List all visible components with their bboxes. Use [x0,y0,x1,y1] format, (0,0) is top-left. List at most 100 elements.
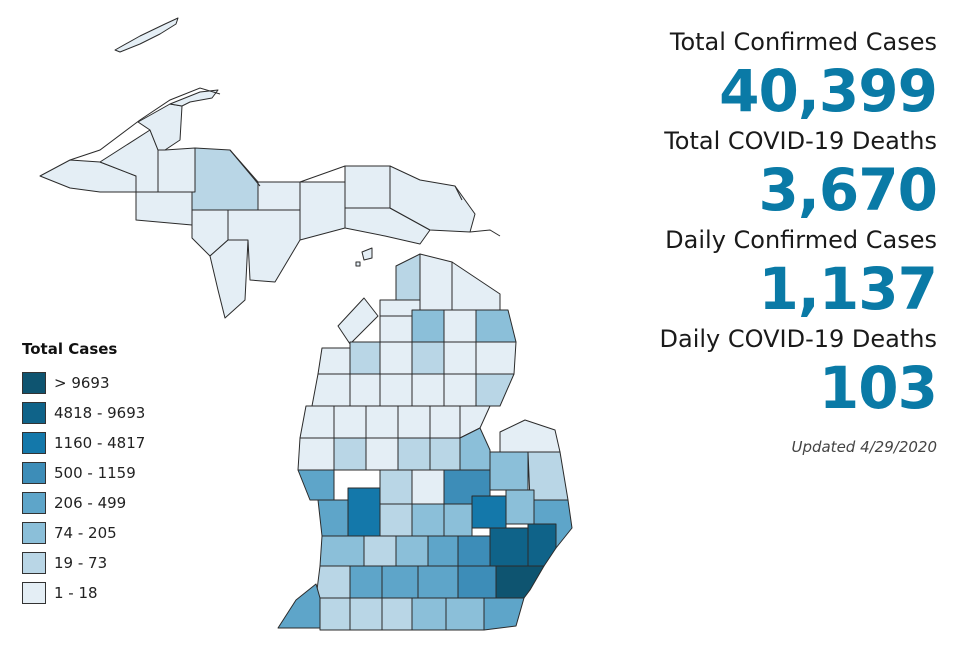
county-crawford[interactable] [411,341,445,375]
county-iosco[interactable] [475,373,515,407]
county-montcalm[interactable] [379,469,413,505]
daily-cases-label: Daily Confirmed Cases [665,226,937,254]
stats-panel: Total Confirmed Cases 40,399 Total COVID… [637,28,938,456]
county-gladwin[interactable] [429,405,461,439]
county-hillsdale[interactable] [411,597,447,631]
county-ogemaw[interactable] [443,373,477,407]
county-jackson[interactable] [417,565,459,599]
michigan-county-map [39,17,573,631]
county-kalkaska[interactable] [379,341,413,375]
county-van-buren[interactable] [315,565,351,599]
county-oakland[interactable] [489,527,529,567]
county-chippewa[interactable] [389,165,476,233]
county-leelanau[interactable] [337,297,379,345]
legend-label: 206 - 499 [54,494,127,512]
county-gratiot[interactable] [411,469,445,505]
county-benzie[interactable] [317,347,351,375]
county-oscoda[interactable] [443,341,477,375]
county-keweenaw[interactable] [169,89,219,107]
county-cheboygan[interactable] [419,253,453,311]
legend-item: 19 - 73 [22,548,222,578]
county-kent[interactable] [347,487,381,537]
county-montmorency[interactable] [443,309,477,343]
county-iron[interactable] [135,191,193,226]
county-manistee[interactable] [311,373,351,407]
county-menominee[interactable] [209,239,249,319]
county-ionia[interactable] [379,503,413,537]
total-confirmed-value: 40,399 [719,57,938,125]
county-midland[interactable] [429,437,461,471]
county-osceola[interactable] [365,405,399,439]
county-eaton[interactable] [395,535,429,567]
county-luce[interactable] [344,165,391,209]
legend-label: 19 - 73 [54,554,108,572]
legend-label: 74 - 205 [54,524,117,542]
county-mecosta[interactable] [365,437,399,471]
county-lapeer[interactable] [505,489,535,525]
total-deaths-value: 3,670 [758,156,938,224]
county-muskegon[interactable] [297,469,335,501]
county-shiawassee[interactable] [443,503,473,537]
county-berrien[interactable] [277,583,321,629]
county-ingham[interactable] [427,535,459,567]
county-livingston[interactable] [457,535,491,567]
county-antrim[interactable] [379,315,413,343]
county-presque-isle[interactable] [451,261,501,311]
county-monroe[interactable] [483,597,525,631]
legend-item: 74 - 205 [22,518,222,548]
county-grand-traverse[interactable] [349,341,381,375]
county-barry[interactable] [363,535,397,567]
county-missaukee[interactable] [379,373,413,407]
county-isabella[interactable] [397,437,431,471]
county-cass[interactable] [319,597,351,631]
legend-item: 206 - 499 [22,488,222,518]
county-genesee[interactable] [471,495,507,529]
map-legend: Total Cases > 9693 4818 - 9693 1160 - 4817… [22,340,222,608]
legend-title: Total Cases [22,340,118,358]
upper-peninsula [39,87,501,319]
county-oceana[interactable] [297,437,335,471]
county-north-manitou[interactable] [355,261,361,267]
legend-swatch [22,522,46,544]
county-baraga[interactable] [157,147,196,193]
county-emmet[interactable] [395,253,421,301]
total-deaths-label: Total COVID-19 Deaths [664,127,937,155]
county-isle-royale[interactable] [114,17,179,53]
county-lenawee[interactable] [445,597,485,631]
county-kalamazoo[interactable] [349,565,383,599]
county-ottawa[interactable] [317,499,349,537]
county-schoolcraft[interactable] [299,181,346,241]
county-wayne[interactable] [495,565,545,599]
county-st-joseph[interactable] [349,597,383,631]
county-washtenaw[interactable] [457,565,497,599]
county-mason[interactable] [299,405,335,439]
county-macomb[interactable] [527,523,557,567]
county-otsego[interactable] [411,309,445,343]
total-confirmed-label: Total Confirmed Cases [669,28,937,56]
legend-swatch [22,402,46,424]
county-lake[interactable] [333,405,367,439]
county-allegan[interactable] [319,535,365,567]
legend-item: 4818 - 9693 [22,398,222,428]
county-clinton[interactable] [411,503,445,537]
legend-item: 500 - 1159 [22,458,222,488]
county-roscommon[interactable] [411,373,445,407]
county-branch[interactable] [381,597,413,631]
county-marquette[interactable] [191,147,259,211]
county-huron[interactable] [499,419,561,453]
county-calhoun[interactable] [381,565,419,599]
county-alger[interactable] [257,181,301,211]
legend-swatch [22,492,46,514]
legend-item: > 9693 [22,368,222,398]
county-alcona[interactable] [475,341,517,375]
county-tuscola[interactable] [489,451,529,491]
county-clare[interactable] [397,405,431,439]
county-alpena[interactable] [475,309,517,343]
county-wexford[interactable] [349,373,381,407]
legend-label: 1 - 18 [54,584,98,602]
legend-label: 4818 - 9693 [54,404,146,422]
updated-timestamp: Updated 4/29/2020 [791,438,937,456]
county-beaver-island[interactable] [361,247,373,261]
daily-deaths-value: 103 [818,354,938,422]
county-newaygo[interactable] [333,437,367,471]
